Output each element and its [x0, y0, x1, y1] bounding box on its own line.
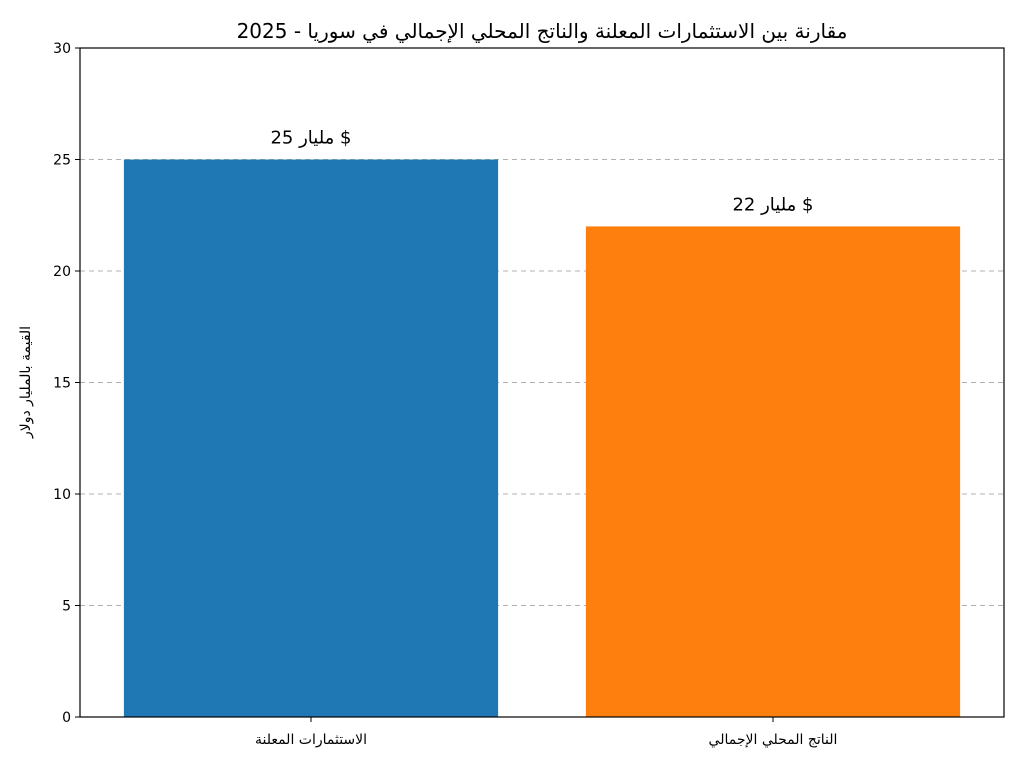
x-tick-label: الاستثمارات المعلنة [255, 732, 367, 748]
x-tick-label: الناتج المحلي الإجمالي [709, 732, 838, 748]
y-tick-label: 5 [62, 599, 71, 615]
y-tick-label: 0 [62, 710, 71, 726]
y-tick-label: 10 [53, 487, 71, 503]
y-tick-label: 30 [53, 41, 71, 57]
bar-data-label: 22 مليار $ [732, 194, 813, 215]
bars-layer: 25 مليار $ 22 مليار $ [123, 128, 961, 717]
bar [585, 226, 961, 717]
x-axis: الاستثمارات المعلنة الناتج المحلي الإجمال… [255, 717, 837, 748]
chart-title: مقارنة بين الاستثمارات المعلنة والناتج ا… [237, 19, 848, 44]
y-axis: 0 5 10 15 20 25 30 [53, 41, 80, 726]
bar [123, 159, 499, 717]
y-tick-label: 25 [53, 153, 71, 169]
y-tick-label: 15 [53, 376, 71, 392]
y-axis-label: القيمة بالمليار دولار [18, 326, 34, 439]
y-tick-label: 20 [53, 264, 71, 280]
bar-data-label: 25 مليار $ [270, 128, 351, 149]
